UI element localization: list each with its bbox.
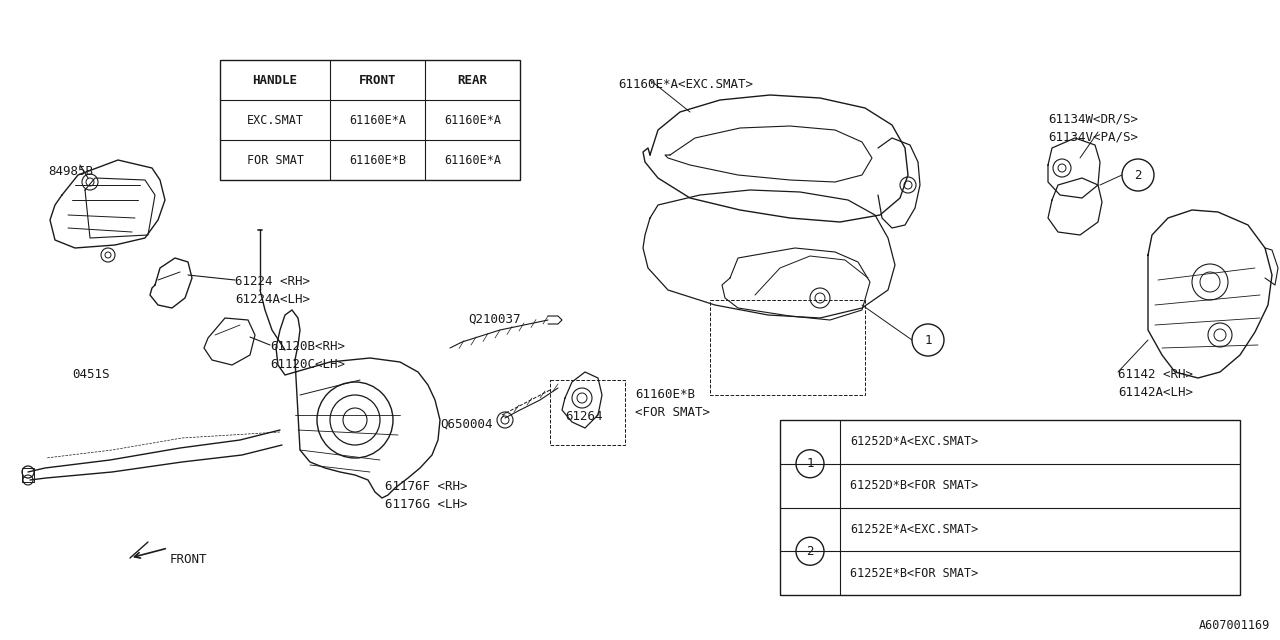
Bar bbox=[550, 380, 625, 445]
Text: 61224A<LH>: 61224A<LH> bbox=[236, 293, 310, 306]
Text: 61160E*B: 61160E*B bbox=[635, 388, 695, 401]
Text: 61134V<PA/S>: 61134V<PA/S> bbox=[1048, 130, 1138, 143]
Text: 61160E*B: 61160E*B bbox=[349, 154, 406, 166]
Text: 61120C<LH>: 61120C<LH> bbox=[270, 358, 346, 371]
Text: 61176F <RH>: 61176F <RH> bbox=[385, 480, 467, 493]
Text: 61176G <LH>: 61176G <LH> bbox=[385, 498, 467, 511]
Text: 61252D*B<FOR SMAT>: 61252D*B<FOR SMAT> bbox=[850, 479, 978, 492]
Bar bbox=[220, 60, 520, 180]
Text: Q650004: Q650004 bbox=[440, 418, 493, 431]
Polygon shape bbox=[204, 318, 255, 365]
Text: 2: 2 bbox=[1134, 168, 1142, 182]
Text: 2: 2 bbox=[806, 545, 814, 557]
Text: FRONT: FRONT bbox=[358, 74, 397, 86]
Text: 61252E*B<FOR SMAT>: 61252E*B<FOR SMAT> bbox=[850, 566, 978, 580]
Text: 61224 <RH>: 61224 <RH> bbox=[236, 275, 310, 288]
Text: 61142 <RH>: 61142 <RH> bbox=[1117, 368, 1193, 381]
Text: 1: 1 bbox=[924, 333, 932, 346]
Text: 61134W<DR/S>: 61134W<DR/S> bbox=[1048, 112, 1138, 125]
Text: 61252E*A<EXC.SMAT>: 61252E*A<EXC.SMAT> bbox=[850, 523, 978, 536]
Text: EXC.SMAT: EXC.SMAT bbox=[247, 113, 303, 127]
Text: 61264: 61264 bbox=[564, 410, 603, 423]
Text: FRONT: FRONT bbox=[170, 553, 207, 566]
Text: 61142A<LH>: 61142A<LH> bbox=[1117, 386, 1193, 399]
Text: 1: 1 bbox=[806, 457, 814, 470]
Text: REAR: REAR bbox=[457, 74, 488, 86]
Text: Q210037: Q210037 bbox=[468, 313, 521, 326]
Text: <FOR SMAT>: <FOR SMAT> bbox=[635, 406, 710, 419]
Text: 61160E*A: 61160E*A bbox=[444, 154, 500, 166]
Text: 61252D*A<EXC.SMAT>: 61252D*A<EXC.SMAT> bbox=[850, 435, 978, 449]
Bar bbox=[22, 468, 35, 482]
Text: 61120B<RH>: 61120B<RH> bbox=[270, 340, 346, 353]
Text: 0451S: 0451S bbox=[72, 368, 110, 381]
Text: A607001169: A607001169 bbox=[1199, 619, 1270, 632]
Text: FOR SMAT: FOR SMAT bbox=[247, 154, 303, 166]
Bar bbox=[780, 420, 1240, 595]
Text: 61160E*A: 61160E*A bbox=[349, 113, 406, 127]
Text: HANDLE: HANDLE bbox=[252, 74, 297, 86]
Text: 84985B: 84985B bbox=[49, 165, 93, 178]
Bar bbox=[710, 300, 865, 395]
Text: 61160E*A: 61160E*A bbox=[444, 113, 500, 127]
Text: 61160E*A<EXC.SMAT>: 61160E*A<EXC.SMAT> bbox=[618, 78, 753, 91]
